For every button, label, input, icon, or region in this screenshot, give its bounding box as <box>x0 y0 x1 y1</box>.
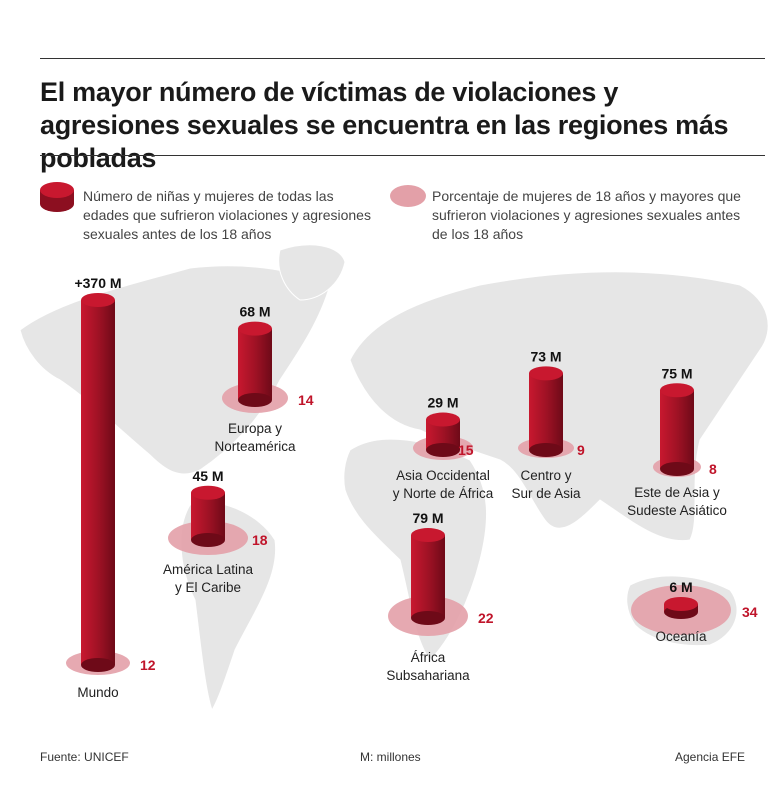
region-name: Europa y Norteamérica <box>214 421 296 454</box>
count-label: 6 M <box>669 579 692 595</box>
unit-note: M: millones <box>360 750 421 764</box>
cylinder-top <box>81 293 115 307</box>
cylinder-base <box>426 443 460 457</box>
count-cylinder <box>238 328 272 400</box>
count-cylinder <box>529 373 563 450</box>
region-marker: 45 M 18 América Latina y El Caribe <box>163 468 268 595</box>
percent-label: 14 <box>298 392 314 408</box>
agency-credit: Agencia EFE <box>675 750 746 764</box>
cylinder-base <box>529 443 563 457</box>
region-name: Centro y Sur de Asia <box>511 468 581 501</box>
cylinder-base <box>660 462 694 476</box>
percent-label: 8 <box>709 461 717 477</box>
percent-label: 22 <box>478 610 494 626</box>
count-label: 75 M <box>661 365 692 381</box>
count-cylinder <box>411 535 445 618</box>
cylinder-top <box>529 366 563 381</box>
region-name: Mundo <box>77 685 118 700</box>
count-label: 68 M <box>239 304 270 320</box>
percent-label: 34 <box>742 604 758 620</box>
region-name: Este de Asia y Sudeste Asiático <box>627 485 727 518</box>
count-cylinder <box>191 492 225 540</box>
count-label: 79 M <box>412 510 443 526</box>
cylinder-base <box>238 393 272 407</box>
cylinder-top <box>238 321 272 336</box>
region-marker: 73 M 9 Centro y Sur de Asia <box>511 348 585 501</box>
legend-disc-icon <box>390 185 426 207</box>
count-cylinder <box>660 390 694 469</box>
region-marker: 75 M 8 Este de Asia y Sudeste Asiático <box>627 365 727 518</box>
cylinder-base <box>411 611 445 625</box>
region-marker: 29 M 15 Asia Occidental y Norte de África <box>393 395 494 501</box>
count-label: +370 M <box>74 275 121 291</box>
percent-label: 15 <box>458 442 474 458</box>
region-name: Asia Occidental y Norte de África <box>393 468 494 501</box>
region-marker: +370 M 12 Mundo <box>66 275 156 700</box>
map-greenland <box>278 244 346 301</box>
legend-percent-text: Porcentaje de mujeres de 18 años y mayor… <box>432 188 741 242</box>
source-text: Fuente: UNICEF <box>40 750 129 764</box>
legend-cylinder-icon <box>40 182 74 212</box>
percent-label: 18 <box>252 532 268 548</box>
cylinder-top <box>426 412 460 427</box>
page-title: El mayor número de víctimas de violacion… <box>40 77 729 173</box>
title-rule <box>40 155 765 156</box>
count-label: 29 M <box>427 395 458 411</box>
region-name: Oceanía <box>655 629 707 644</box>
region-marker: 79 M 22 África Subsahariana <box>386 510 493 683</box>
count-label: 73 M <box>530 348 561 364</box>
top-rule <box>40 58 765 59</box>
region-marker: 6 M 34 Oceanía <box>631 579 758 644</box>
region-name: América Latina y El Caribe <box>163 562 254 595</box>
cylinder-top <box>411 528 445 543</box>
legend-count-text: Número de niñas y mujeres de todas las e… <box>83 188 371 242</box>
cylinder-top <box>191 485 225 500</box>
cylinder-base <box>191 533 225 547</box>
percent-label: 9 <box>577 442 585 458</box>
cylinder-top <box>660 383 694 398</box>
percent-label: 12 <box>140 657 156 673</box>
region-name: África Subsahariana <box>386 650 470 683</box>
cylinder-base <box>81 658 115 672</box>
count-label: 45 M <box>192 468 223 484</box>
cylinder-top <box>664 597 698 611</box>
count-cylinder <box>81 300 115 665</box>
